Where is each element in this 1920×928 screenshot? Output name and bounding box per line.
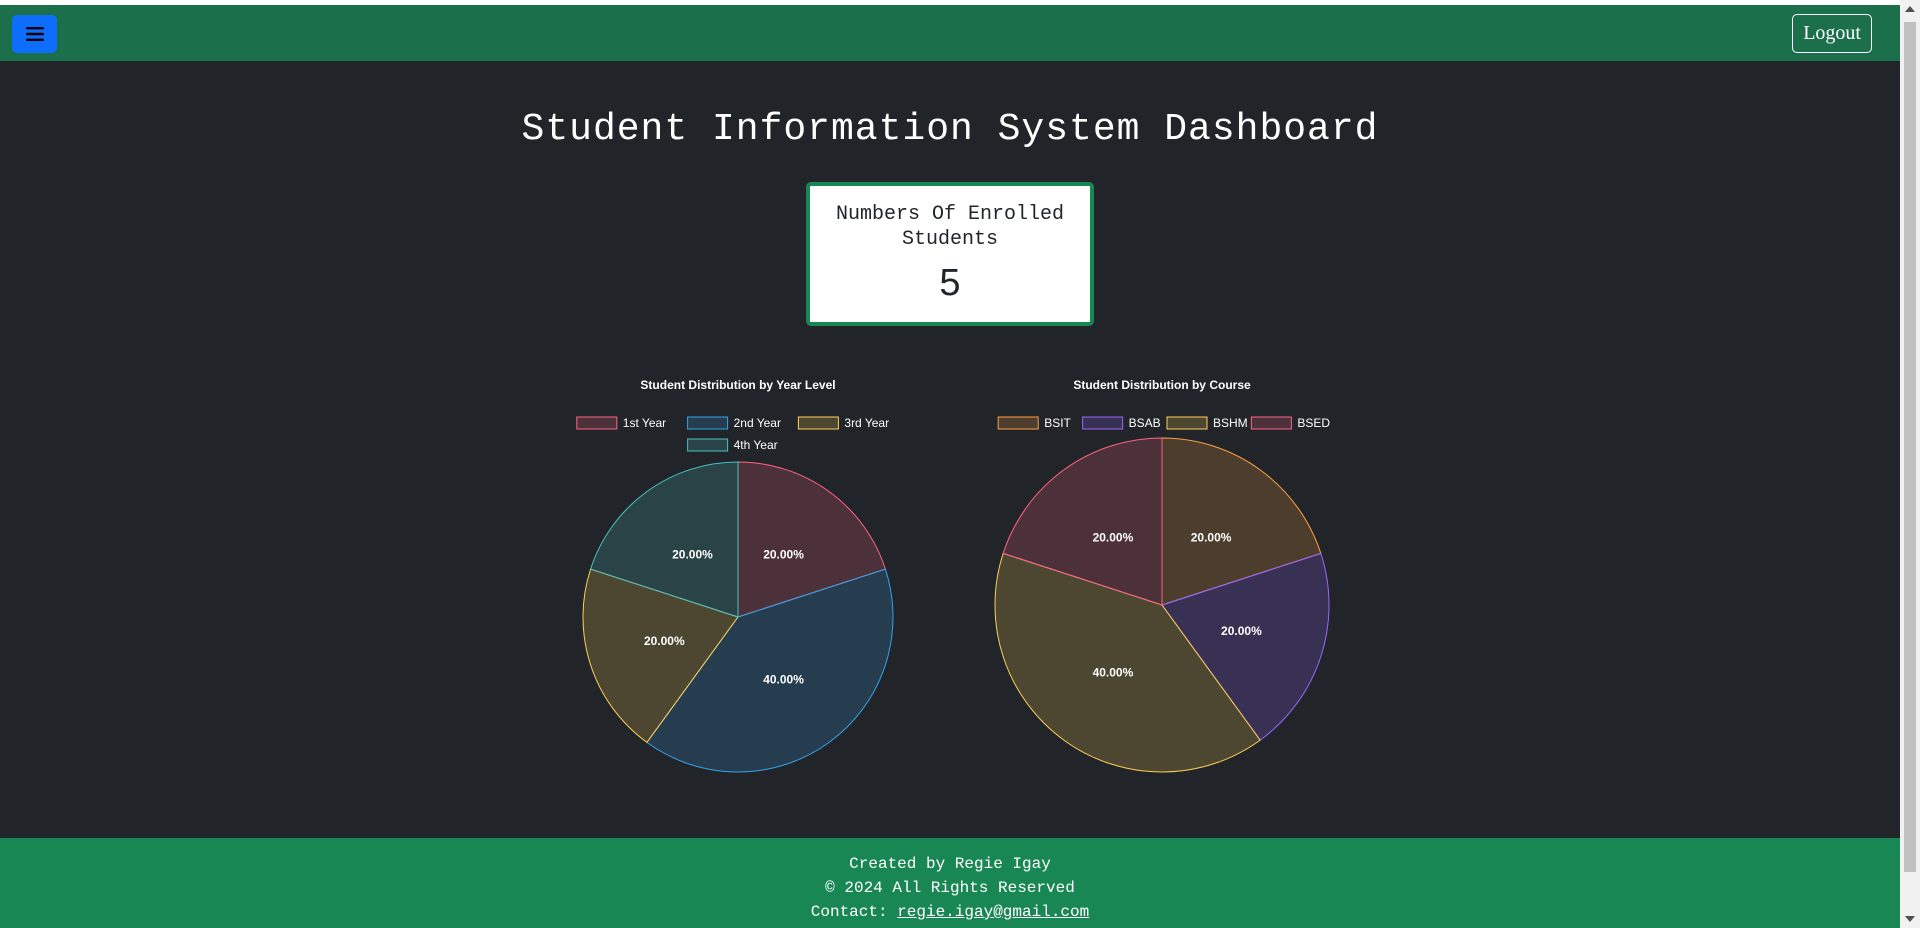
card-title: Numbers Of Enrolled Students [835,203,1065,251]
chart-title: Student Distribution by Course [1073,378,1251,392]
pie-chart-1: Student Distribution by Year Level 1st Ye… [576,378,894,773]
navbar: Logout [0,5,1900,61]
hamburger-icon [25,27,44,41]
scroll-thumb[interactable] [1904,22,1916,872]
pie-slice-3rd-year[interactable] [582,568,739,744]
legend-swatch [797,416,839,430]
footer-contact-label: Contact: [810,903,898,921]
legend-label: BSAB [1129,416,1161,430]
scroll-down-arrow-icon[interactable] [1905,916,1915,922]
footer-email-link[interactable]: regie.igay@gmail.com [897,903,1090,921]
top-strip [0,0,1900,5]
legend-swatch [1250,416,1292,430]
legend-item[interactable]: 2nd Year [687,416,781,430]
data-label: 20.00% [1093,530,1134,544]
data-label: 20.00% [1191,530,1232,544]
pie-slice-bsab[interactable] [1161,552,1330,741]
footer-contact: Contact: regie.igay@gmail.com [0,900,1900,924]
legend-item[interactable]: BSIT [997,416,1072,430]
charts-svg: Student Distribution by Year Level 1st Ye… [576,378,1330,773]
footer: Created by Regie Igay © 2024 All Rights … [0,838,1900,928]
legend-swatch [687,416,729,430]
logout-button[interactable]: Logout [1792,14,1872,53]
enrolled-count: 5 [939,262,961,304]
legend-swatch [687,438,729,452]
pie-slice-bsed[interactable] [1002,437,1163,606]
legend-label: 4th Year [734,438,778,452]
pie-slice-bshm[interactable] [994,552,1261,773]
legend-item[interactable]: 4th Year [687,438,778,452]
legend-swatch [1082,416,1124,430]
legend-label: 3rd Year [844,416,889,430]
legend-label: 2nd Year [734,416,781,430]
legend-swatch [1166,416,1208,430]
menu-toggle-button[interactable] [12,15,57,53]
pie-slice-bsit[interactable] [1161,437,1322,606]
legend-item[interactable]: BSED [1250,416,1330,430]
pie-slice-4th-year[interactable] [589,461,739,618]
legend-label: BSIT [1044,416,1071,430]
charts-area: Student Distribution by Year Level 1st Ye… [0,370,1900,790]
page-title: Student Information System Dashboard [521,108,1379,151]
legend-item[interactable]: 1st Year [576,416,666,430]
enrolled-students-card: Numbers Of Enrolled Students 5 [806,182,1094,326]
pie-slice-2nd-year[interactable] [646,568,894,773]
data-label: 20.00% [644,634,685,648]
legend-item[interactable]: 3rd Year [797,416,889,430]
data-label: 40.00% [1093,666,1134,680]
legend-swatch [997,416,1039,430]
legend-item[interactable]: BSHM [1166,416,1248,430]
scrollbar[interactable] [1900,0,1920,928]
scroll-up-arrow-icon[interactable] [1905,6,1915,12]
data-label: 20.00% [763,547,804,561]
legend-label: BSHM [1213,416,1248,430]
data-label: 40.00% [763,673,804,687]
legend-swatch [576,416,618,430]
footer-rights: © 2024 All Rights Reserved [825,879,1075,897]
chart-title: Student Distribution by Year Level [640,378,835,392]
data-label: 20.00% [672,547,713,561]
pie-chart-2: Student Distribution by Course BSIT BSAB BS… [994,378,1330,773]
legend-item[interactable]: BSAB [1082,416,1161,430]
legend-label: BSED [1297,416,1330,430]
footer-created-by: Created by Regie Igay [849,855,1051,873]
legend-label: 1st Year [623,416,666,430]
data-label: 20.00% [1221,624,1262,638]
pie-slice-1st-year[interactable] [737,461,887,618]
